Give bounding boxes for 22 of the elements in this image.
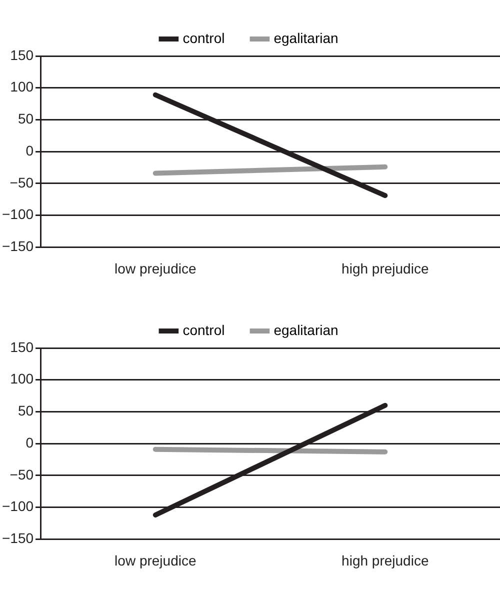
y-tick-label: −50	[10, 466, 34, 482]
legend-label: control	[182, 30, 225, 46]
x-tick-label: high prejudice	[342, 260, 429, 276]
y-tick-label: −150	[2, 530, 34, 546]
legend-label: egalitarian	[274, 322, 338, 338]
x-tick-label: low prejudice	[114, 552, 196, 568]
y-tick-label: −150	[2, 238, 34, 254]
legend-label: egalitarian	[274, 30, 338, 46]
y-tick-label: 0	[26, 142, 34, 158]
y-tick-label: 50	[18, 110, 34, 127]
y-tick-label: 50	[18, 402, 34, 419]
y-tick-label: 150	[10, 46, 34, 63]
y-tick-label: 100	[10, 78, 34, 95]
y-tick-label: −100	[2, 498, 34, 514]
x-tick-label: low prejudice	[114, 260, 196, 276]
y-tick-label: 0	[26, 434, 34, 450]
x-tick-label: high prejudice	[342, 552, 429, 568]
y-tick-label: −100	[2, 206, 34, 222]
legend-label: control	[182, 322, 225, 338]
y-tick-label: 150	[10, 338, 34, 355]
y-tick-label: 100	[10, 370, 34, 387]
y-tick-label: −50	[10, 174, 34, 190]
